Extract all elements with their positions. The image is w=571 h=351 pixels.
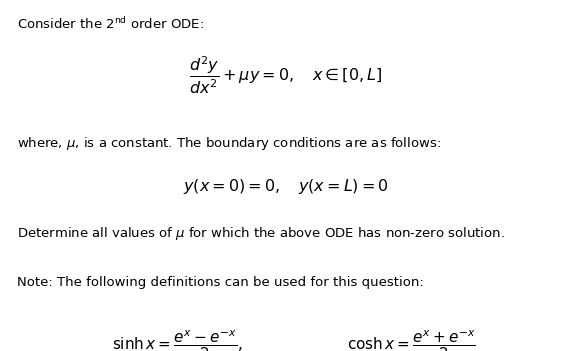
Text: $y(x = 0) = 0, \quad y(x = L) = 0$: $y(x = 0) = 0, \quad y(x = L) = 0$ (183, 177, 388, 196)
Text: where, $\mu$, is a constant. The boundary conditions are as follows:: where, $\mu$, is a constant. The boundar… (17, 135, 441, 152)
Text: $\sinh x = \dfrac{e^x - e^{-x}}{2},$: $\sinh x = \dfrac{e^x - e^{-x}}{2},$ (112, 328, 242, 351)
Text: Consider the 2$^{\mathregular{nd}}$ order ODE:: Consider the 2$^{\mathregular{nd}}$ orde… (17, 16, 204, 32)
Text: $\cosh x = \dfrac{e^x + e^{-x}}{2}$: $\cosh x = \dfrac{e^x + e^{-x}}{2}$ (347, 328, 476, 351)
Text: $\dfrac{d^2 y}{dx^2} + \mu y = 0, \quad x \in [0, L]$: $\dfrac{d^2 y}{dx^2} + \mu y = 0, \quad … (189, 54, 382, 96)
Text: Determine all values of $\mu$ for which the above ODE has non-zero solution.: Determine all values of $\mu$ for which … (17, 225, 505, 241)
Text: Note: The following definitions can be used for this question:: Note: The following definitions can be u… (17, 276, 424, 289)
